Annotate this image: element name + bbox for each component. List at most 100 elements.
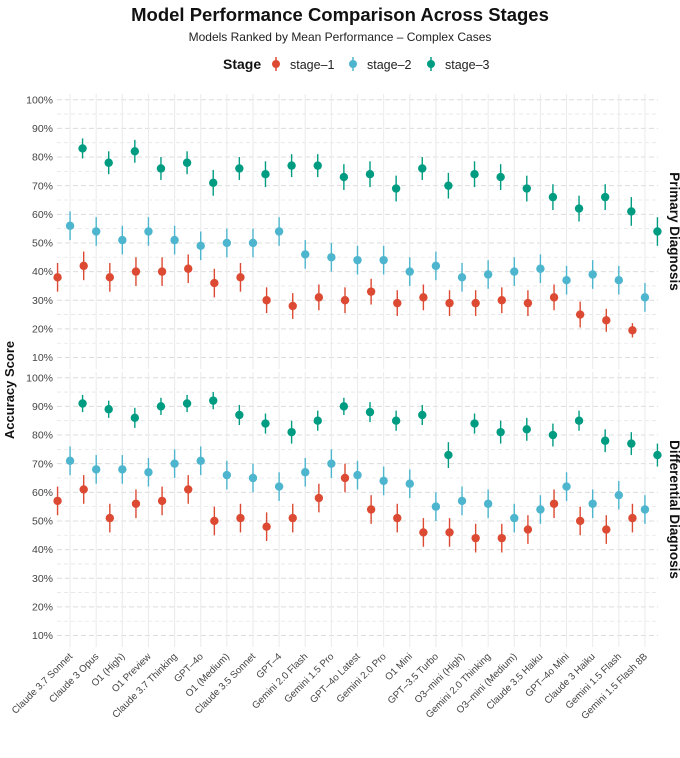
data-point	[287, 161, 296, 170]
data-point	[339, 172, 349, 182]
data-point	[523, 525, 533, 534]
y-tick-label: 60%	[32, 487, 53, 499]
data-point	[602, 525, 611, 534]
y-tick-label: 80%	[32, 430, 53, 442]
data-point	[182, 158, 192, 167]
data-point	[653, 450, 662, 460]
data-point	[510, 513, 519, 523]
legend-item-stage-1: stage–1	[272, 57, 335, 72]
data-point	[496, 427, 505, 437]
data-point	[575, 310, 585, 319]
data-point	[366, 505, 376, 514]
data-point	[91, 465, 101, 474]
data-point	[445, 298, 454, 308]
data-point	[549, 293, 559, 302]
data-point	[170, 235, 179, 245]
y-tick-label: 40%	[32, 266, 53, 278]
data-point	[628, 326, 637, 335]
data-point	[340, 296, 350, 305]
data-point	[483, 499, 493, 508]
data-point	[209, 178, 218, 188]
data-point	[118, 465, 127, 474]
data-point	[470, 170, 479, 179]
data-point	[574, 204, 584, 213]
data-point	[261, 170, 270, 179]
data-point	[104, 405, 113, 414]
data-point	[313, 161, 322, 170]
data-point	[600, 436, 610, 445]
data-point	[210, 278, 219, 288]
data-point	[548, 430, 558, 440]
data-point	[405, 479, 414, 488]
data-point	[157, 496, 167, 506]
data-point	[471, 298, 480, 308]
data-point	[431, 261, 441, 271]
y-tick-label: 40%	[32, 544, 53, 556]
data-point	[157, 267, 167, 276]
data-point	[131, 499, 141, 508]
facet-label-differential-diagnosis: Differential Diagnosis	[667, 440, 680, 579]
data-point	[496, 172, 505, 182]
data-point	[274, 482, 284, 491]
legend-item-stage-3: stage–3	[427, 57, 490, 72]
panel-primary-diagnosis: 10% 20% 30% 40% 50% 60% 70% 80% 90% 100% Primary D…	[26, 94, 680, 369]
data-point	[575, 516, 585, 526]
series-stage-3	[78, 138, 662, 246]
data-point	[457, 496, 467, 506]
data-point	[562, 275, 571, 285]
data-point	[287, 427, 296, 437]
legend-swatch-stage-2	[349, 60, 357, 68]
series-stage-1	[53, 251, 637, 338]
legend-item-stage-2: stage–2	[349, 57, 412, 72]
y-tick-label: 30%	[32, 573, 53, 585]
data-point	[640, 505, 650, 514]
data-point	[602, 316, 611, 325]
data-point	[210, 516, 219, 526]
data-point	[523, 298, 533, 308]
data-point	[78, 399, 87, 408]
data-point	[274, 227, 284, 236]
data-point	[471, 533, 480, 543]
data-point	[248, 473, 258, 483]
data-point	[182, 399, 192, 408]
data-point	[391, 416, 401, 425]
data-point	[457, 273, 467, 282]
data-point	[419, 528, 428, 537]
data-point	[301, 468, 310, 477]
data-point	[118, 235, 127, 245]
data-point	[53, 273, 62, 282]
y-tick-label: 50%	[32, 238, 53, 250]
data-point	[313, 416, 322, 425]
data-point	[588, 499, 597, 508]
data-point	[628, 513, 637, 523]
facet-strip	[659, 94, 680, 369]
data-point	[431, 502, 441, 511]
data-point	[327, 459, 336, 468]
data-point	[497, 296, 506, 305]
data-point	[653, 227, 662, 236]
y-tick-label: 10%	[32, 630, 53, 642]
data-point	[144, 468, 153, 477]
legend-label-stage-1: stage–1	[290, 58, 335, 72]
data-point	[222, 238, 232, 248]
data-point	[156, 402, 166, 411]
data-point	[236, 273, 245, 282]
data-point	[536, 505, 545, 514]
data-point	[365, 170, 375, 179]
data-point	[170, 459, 179, 468]
data-point	[288, 513, 297, 523]
facet-strip	[659, 372, 680, 647]
data-point	[366, 287, 376, 296]
data-point	[339, 402, 349, 411]
data-point	[196, 456, 205, 466]
data-point	[405, 267, 414, 276]
data-point	[614, 490, 624, 500]
data-point	[235, 164, 244, 173]
data-point	[588, 270, 597, 279]
data-point	[353, 470, 362, 480]
data-point	[105, 513, 115, 523]
chart-subtitle: Models Ranked by Mean Performance – Comp…	[189, 30, 492, 44]
data-point	[314, 493, 324, 503]
data-point	[418, 164, 427, 173]
